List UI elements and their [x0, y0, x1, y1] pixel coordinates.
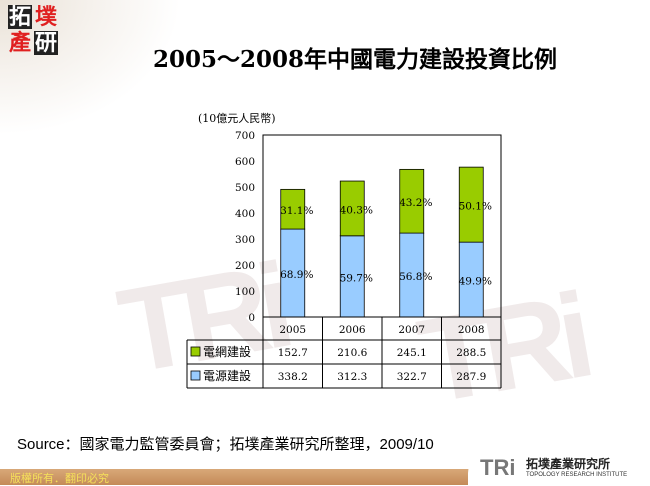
source-note: Source：國家電力監管委員會；拓墣產業研究所整理，2009/10: [17, 436, 434, 453]
y-tick-label: 700: [235, 130, 255, 142]
legend-swatch: [190, 346, 201, 357]
data-label: 59.7%: [340, 272, 373, 284]
x-category-label: 2008: [458, 324, 485, 336]
y-tick-label: 500: [235, 182, 255, 194]
data-label: 31.1%: [280, 205, 313, 217]
copyright-text: 版權所有．翻印必究: [10, 473, 109, 485]
tri-logo-mark: TRi: [480, 455, 516, 480]
y-tick-label: 0: [248, 312, 255, 324]
legend-label: 電源建設: [203, 368, 251, 383]
data-label: 43.2%: [399, 197, 432, 209]
y-tick-label: 600: [235, 156, 255, 168]
logo-char: 墣: [34, 4, 57, 30]
table-cell: 287.9: [456, 371, 486, 383]
logo: 拓 墣 產 研: [8, 4, 64, 56]
table-cell: 288.5: [456, 347, 486, 359]
data-label: 68.9%: [280, 269, 313, 281]
x-category-label: 2005: [279, 324, 306, 336]
data-label: 56.8%: [399, 271, 432, 283]
logo-char: 拓: [8, 4, 32, 30]
logo-char: 產: [8, 30, 31, 56]
data-label: 50.1%: [459, 201, 492, 213]
bar-segment: [280, 228, 306, 318]
table-cell: 245.1: [397, 347, 427, 359]
table-cell: 210.6: [337, 347, 367, 359]
table-cell: 338.2: [278, 371, 308, 383]
bar-segment: [280, 188, 306, 230]
bar-segment: [399, 232, 425, 318]
y-tick-label: 100: [235, 286, 255, 298]
tri-logo-english: TOPOLOGY RESEARCH INSTITUTE: [526, 472, 628, 478]
bar-segment: [458, 166, 484, 243]
page-title: 2005～2008年中國電力建設投資比例: [152, 46, 558, 73]
x-category-label: 2006: [339, 324, 366, 336]
legend-label: 電網建設: [203, 344, 251, 359]
bar-segment: [339, 180, 365, 237]
y-tick-label: 200: [235, 260, 255, 272]
y-axis-unit: (10億元人民幣): [198, 112, 276, 125]
tri-logo-chinese: 拓墣產業研究所: [526, 457, 611, 471]
bar-segment: [339, 235, 365, 318]
table-cell: 322.7: [397, 371, 427, 383]
bar-segment: [458, 241, 484, 318]
bar-segment: [399, 168, 425, 234]
table-cell: 312.3: [337, 371, 367, 383]
logo-char: 研: [34, 30, 58, 56]
data-label: 49.9%: [459, 276, 492, 288]
x-category-label: 2007: [398, 324, 425, 336]
table-cell: 152.7: [278, 347, 308, 359]
data-label: 40.3%: [340, 204, 373, 216]
tri-logo: TRi 拓墣產業研究所 TOPOLOGY RESEARCH INSTITUTE: [468, 453, 650, 485]
legend-swatch: [190, 370, 201, 381]
y-tick-label: 300: [235, 234, 255, 246]
y-tick-label: 400: [235, 208, 255, 220]
